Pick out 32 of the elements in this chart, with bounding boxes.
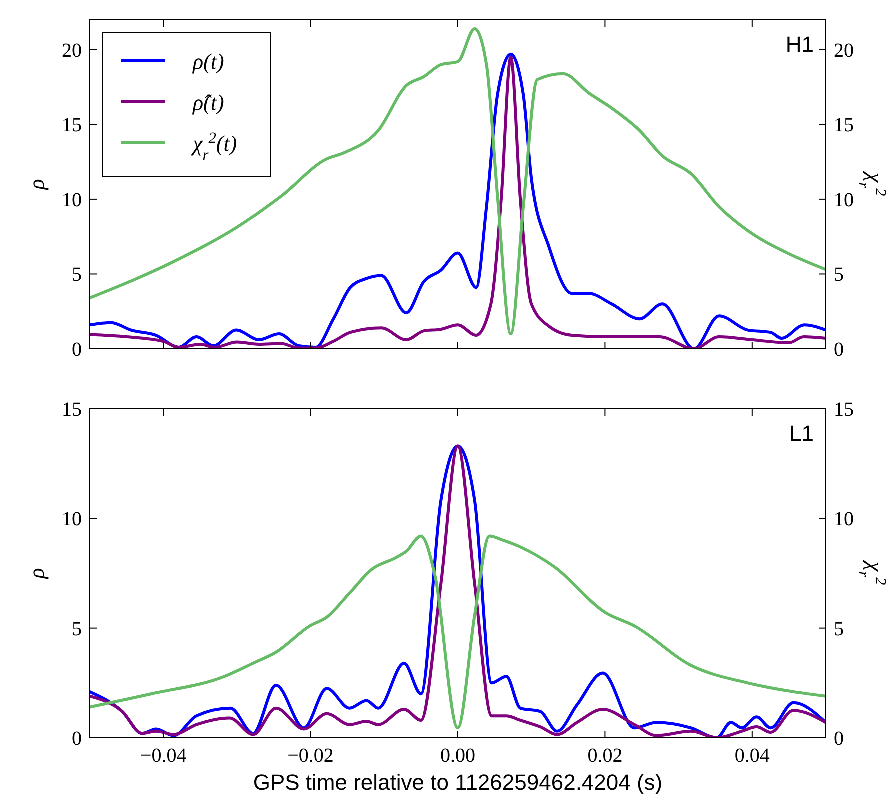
y2-tick-label: 0	[834, 728, 844, 750]
y-tick-label: 10	[62, 189, 82, 212]
x-tick-label: 0.02	[588, 745, 623, 767]
annotation: H1	[786, 32, 814, 57]
x-tick-label: 0.00	[440, 745, 476, 767]
legend-label: ρ̂(t)	[192, 90, 224, 115]
y-tick-label: 5	[72, 618, 82, 640]
y-tick-label: 20	[62, 40, 82, 62]
y2-tick-label: 5	[834, 264, 844, 286]
y-axis-title: ρ	[24, 179, 49, 191]
legend-label: ρ(t)	[192, 49, 224, 74]
x-axis-title: GPS time relative to 1126259462.4204 (s)	[253, 770, 663, 795]
x-tick-label: 0.04	[734, 745, 770, 767]
x-tick-label: −0.04	[140, 745, 187, 767]
y-tick-label: 15	[62, 399, 82, 421]
x-tick-label: −0.02	[288, 745, 334, 767]
annotation: L1	[790, 421, 814, 446]
y-tick-label: 0	[72, 728, 82, 750]
y-tick-label: 10	[62, 508, 82, 531]
y2-tick-label: 10	[834, 189, 854, 212]
y2-tick-label: 0	[834, 339, 844, 361]
y-tick-label: 5	[72, 264, 82, 286]
y2-tick-label: 15	[834, 114, 854, 137]
y2-tick-label: 10	[834, 508, 854, 531]
y2-tick-label: 15	[834, 399, 854, 421]
y-tick-label: 0	[72, 339, 82, 361]
legend-label: χ$_{r}$$^{2}$(t)	[191, 130, 238, 164]
y2-tick-label: 5	[834, 618, 844, 640]
y-tick-label: 15	[62, 114, 82, 137]
y2-tick-label: 20	[834, 40, 854, 62]
y-axis-title: ρ	[24, 568, 49, 580]
line-series	[90, 534, 826, 730]
